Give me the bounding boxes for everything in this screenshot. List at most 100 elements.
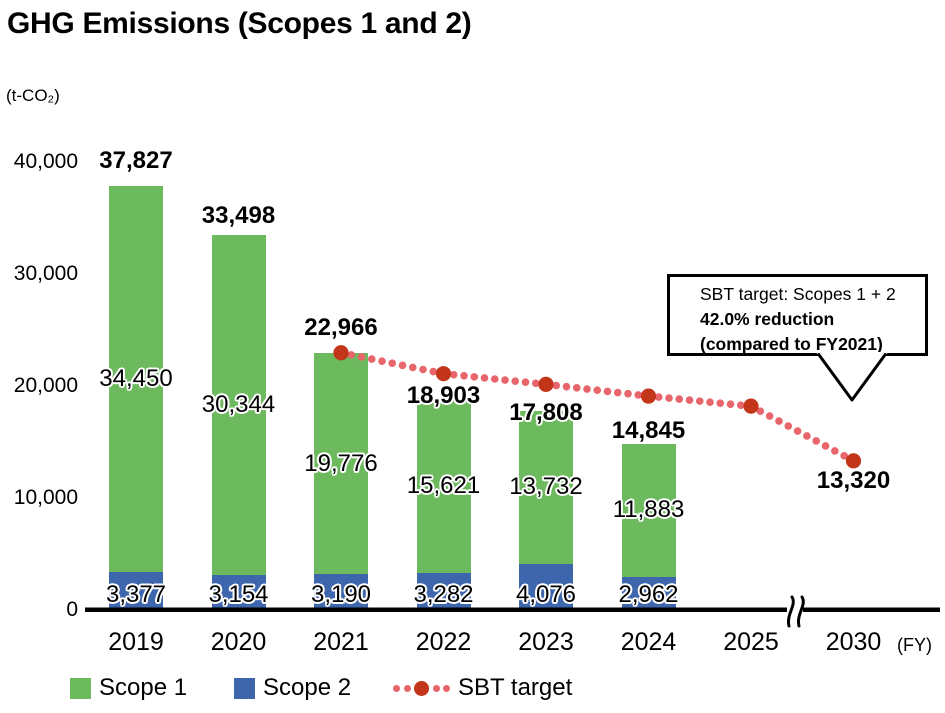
- bar-total-label: 37,827: [99, 147, 173, 175]
- bar-scope1-2019: [109, 186, 163, 573]
- sbt-dot-small: [408, 363, 417, 372]
- sbt-dot-small: [685, 396, 694, 404]
- y-tick-label: 10,000: [13, 486, 78, 509]
- y-tick-label: 20,000: [13, 374, 78, 397]
- sbt-annotation: SBT target: Scopes 1 + 2 42.0% reduction…: [667, 274, 928, 356]
- axis-break-mark: [796, 595, 805, 628]
- axis-break-mark: [786, 595, 795, 628]
- sbt-dot-small: [756, 407, 765, 415]
- bar-scope1-2023: [519, 410, 573, 565]
- x-year-label: 2024: [620, 628, 677, 656]
- bar-scope2-label: 3,190: [310, 581, 372, 608]
- x-year-label: 2020: [210, 628, 267, 656]
- legend-sbt-label: SBT target: [458, 674, 573, 701]
- sbt-dot-small: [562, 382, 571, 391]
- scope1-swatch-icon: [70, 677, 91, 699]
- sbt-dot-small: [831, 447, 839, 455]
- sbt-dot-small: [695, 397, 704, 405]
- bar-total-label: 14,845: [611, 416, 686, 444]
- sbt-dot-small: [706, 398, 714, 406]
- bar-scope1-label: 34,450: [99, 365, 173, 393]
- fy-label: (FY): [897, 635, 932, 655]
- sbt-dot-large: [640, 388, 657, 404]
- sbt-dot-large: [435, 366, 452, 382]
- sbt-dot-small: [784, 422, 793, 430]
- chart-title: GHG Emissions (Scopes 1 and 2): [7, 7, 472, 40]
- bar-total-label: 18,903: [406, 382, 481, 410]
- sbt-dot-small: [793, 427, 802, 435]
- sbt-target-marker-icon: [393, 680, 450, 696]
- sbt-dot-small: [552, 381, 561, 390]
- bar-scope2-2020: [211, 574, 266, 609]
- x-year-label: 2021: [313, 628, 369, 656]
- x-year-label: 2030: [825, 628, 882, 656]
- sbt-marker-dot-icon: [443, 684, 450, 692]
- sbt-dot-small: [821, 442, 830, 450]
- y-tick-label: 40,000: [13, 150, 78, 173]
- y-tick-label: 30,000: [13, 262, 78, 285]
- sbt-dot-small: [378, 357, 386, 365]
- bar-scope2-label: 3,282: [413, 581, 474, 608]
- sbt-dot-small: [572, 384, 581, 392]
- sbt-dot-small: [531, 379, 540, 388]
- sbt-dot-small: [419, 365, 427, 374]
- sbt-dot-large: [538, 376, 554, 392]
- y-tick-label: 0: [66, 598, 78, 621]
- sbt-marker-dot-icon: [393, 684, 400, 692]
- sbt-dot-small: [634, 391, 643, 399]
- legend-scope1-label: Scope 1: [99, 674, 188, 701]
- bar-scope2-label: 2,962: [618, 581, 679, 608]
- sbt-dot-small: [716, 399, 725, 407]
- legend-item-scope1: Scope 1: [70, 676, 187, 700]
- legend-item-scope2: Scope 2: [234, 676, 351, 700]
- bar-total-label: 17,808: [509, 398, 583, 426]
- scope2-swatch-icon: [234, 677, 255, 699]
- bar-total-label: 22,966: [304, 313, 378, 341]
- sbt-dot-small: [654, 393, 663, 401]
- annotation-line-1: SBT target: Scopes 1 + 2: [700, 284, 896, 304]
- legend-scope2-label: Scope 2: [263, 674, 352, 701]
- sbt-2030-label: 13,320: [816, 467, 891, 494]
- bar-scope2-2024: [621, 576, 676, 609]
- sbt-dot-small: [593, 386, 602, 395]
- bar-scope1-2021: [314, 352, 368, 575]
- bar-scope1-label: 15,621: [406, 471, 481, 499]
- bar-scope2-label: 3,377: [105, 581, 167, 608]
- x-year-label: 2023: [518, 628, 574, 656]
- sbt-dot-small: [521, 378, 530, 386]
- sbt-dot-small: [613, 388, 622, 397]
- legend-item-sbt: SBT target: [393, 676, 572, 700]
- bar-scope1-label: 30,344: [201, 390, 276, 418]
- sbt-dot-small: [840, 452, 848, 460]
- y-axis-unit: (t-CO₂): [6, 86, 60, 105]
- bar-scope1-label: 11,883: [612, 496, 685, 524]
- sbt-dot-small: [460, 372, 468, 380]
- sbt-marker-dot-icon: [432, 684, 440, 692]
- annotation-line-3: (compared to FY2021): [700, 334, 883, 354]
- sbt-marker-dot-icon: [414, 680, 429, 696]
- sbt-dot-small: [367, 355, 376, 363]
- sbt-dot-large: [743, 398, 759, 414]
- sbt-dot-small: [603, 387, 612, 396]
- x-year-label: 2019: [108, 628, 164, 656]
- bar-scope2-2019: [109, 572, 163, 609]
- sbt-dot-small: [388, 359, 397, 368]
- sbt-dot-small: [775, 417, 783, 425]
- sbt-dot-small: [665, 394, 673, 402]
- bar-scope1-2020: [211, 234, 266, 575]
- bar-scope1-2022: [416, 398, 471, 574]
- bar-scope2-label: 4,076: [515, 581, 577, 608]
- sbt-dot-small: [624, 389, 632, 398]
- bar-scope2-2021: [314, 574, 368, 609]
- sbt-dot-small: [470, 373, 479, 381]
- sbt-marker-dot-icon: [403, 684, 411, 692]
- bar-scope2-2022: [416, 573, 471, 609]
- sbt-dot-small: [675, 395, 684, 403]
- bar-scope1-label: 13,732: [509, 473, 583, 501]
- sbt-dot-small: [449, 370, 458, 379]
- annotation-line-2: 42.0% reduction: [700, 309, 835, 329]
- sbt-dot-small: [480, 374, 489, 382]
- sbt-dot-small: [398, 361, 407, 370]
- sbt-dot-small: [490, 375, 499, 383]
